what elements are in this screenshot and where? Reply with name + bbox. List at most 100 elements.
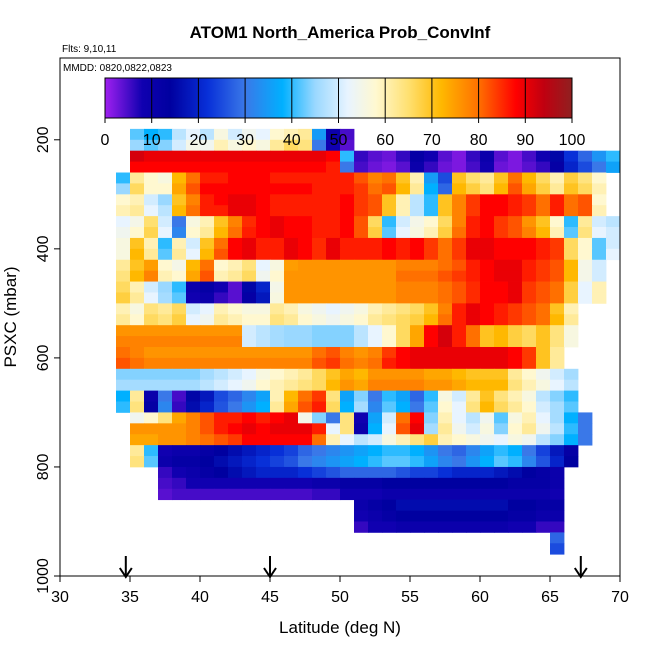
heatmap-cell [508, 477, 523, 490]
heatmap-cell [242, 423, 257, 435]
heatmap-cell [256, 292, 271, 304]
heatmap-cell [368, 248, 383, 261]
heatmap-cell [312, 172, 327, 184]
heatmap-cell [186, 379, 201, 392]
heatmap-cell [564, 401, 579, 413]
heatmap-cell [536, 325, 551, 337]
heatmap-cell [522, 456, 537, 468]
heatmap-cell [270, 292, 285, 304]
heatmap-cell [340, 205, 355, 217]
heatmap-cell [116, 368, 131, 381]
heatmap-cell [158, 150, 173, 162]
dates-annotation: MMDD: 0820,0822,0823 [63, 63, 172, 74]
heatmap-cell [214, 488, 229, 501]
heatmap-cell [424, 183, 439, 195]
heatmap-cell [200, 183, 215, 195]
heatmap-cell [158, 379, 173, 392]
heatmap-cell [550, 357, 565, 370]
heatmap-cell [480, 368, 495, 381]
heatmap-cell [186, 412, 201, 424]
heatmap-cell [368, 259, 383, 272]
heatmap-cell [228, 379, 243, 392]
heatmap-cell [144, 281, 159, 293]
heatmap-cell [564, 292, 579, 304]
heatmap-cell [242, 237, 257, 250]
heatmap-cell [452, 445, 467, 457]
heatmap-cell [536, 205, 551, 217]
heatmap-cell [550, 292, 565, 304]
heatmap-cell [578, 183, 593, 195]
heatmap-cell [326, 423, 341, 435]
heatmap-cell [340, 477, 355, 490]
heatmap-cell [312, 390, 327, 402]
heatmap-cell [564, 161, 579, 173]
heatmap-cell [522, 336, 537, 348]
heatmap-cell [564, 379, 579, 392]
heatmap-cell [368, 194, 383, 206]
heatmap-cell [158, 368, 173, 381]
heatmap-cell [396, 466, 411, 479]
heatmap-cell [508, 325, 523, 337]
heatmap-cell [410, 510, 425, 522]
heatmap-cell [326, 237, 341, 250]
heatmap-cell [326, 445, 341, 457]
heatmap-cell [340, 172, 355, 184]
heatmap-cell [312, 227, 327, 239]
heatmap-cell [172, 292, 187, 304]
heatmap-cell [522, 499, 537, 511]
heatmap-cell [452, 259, 467, 272]
heatmap-cell [578, 216, 593, 228]
heatmap-cell [228, 139, 243, 152]
heatmap-cell [452, 456, 467, 468]
x-tick-label: 35 [121, 589, 139, 606]
heatmap-cell [130, 346, 145, 359]
heatmap-cell [270, 336, 285, 348]
heatmap-cell [396, 183, 411, 195]
heatmap-cell [200, 357, 215, 370]
heatmap-cell [382, 150, 397, 162]
heatmap-cell [424, 499, 439, 511]
heatmap-cell [200, 477, 215, 490]
heatmap-cell [256, 172, 271, 184]
heatmap-cell [494, 368, 509, 381]
heatmap-cell [522, 227, 537, 239]
heatmap-cell [424, 401, 439, 413]
heatmap-cell [340, 139, 355, 152]
heatmap-cell [452, 401, 467, 413]
heatmap-cell [214, 248, 229, 261]
heatmap-cell [172, 401, 187, 413]
heatmap-cell [564, 227, 579, 239]
heatmap-cell [228, 477, 243, 490]
heatmap-cell [158, 423, 173, 435]
heatmap-cell [256, 357, 271, 370]
heatmap-cell [536, 259, 551, 272]
heatmap-cell [452, 488, 467, 501]
heatmap-cell [452, 194, 467, 206]
heatmap-cell [312, 357, 327, 370]
heatmap-cell [242, 336, 257, 348]
heatmap-cell [354, 499, 369, 511]
heatmap-cell [298, 466, 313, 479]
heatmap-cell [438, 346, 453, 359]
heatmap-cell [466, 259, 481, 272]
heatmap-cell [116, 259, 131, 272]
heatmap-cell [298, 445, 313, 457]
heatmap-cell [242, 172, 257, 184]
heatmap-cell [158, 128, 173, 141]
heatmap-cell [494, 237, 509, 250]
heatmap-cell [424, 281, 439, 293]
heatmap-cell [256, 150, 271, 162]
heatmap-cell [242, 477, 257, 490]
heatmap-cell [256, 183, 271, 195]
heatmap-cell [494, 183, 509, 195]
heatmap-cell [200, 368, 215, 381]
heatmap-cell [382, 434, 397, 446]
heatmap-cell [494, 325, 509, 337]
heatmap-cell [284, 390, 299, 402]
heatmap-cell [200, 423, 215, 435]
heatmap-cell [368, 445, 383, 457]
heatmap-cell [522, 357, 537, 370]
heatmap-cell [172, 205, 187, 217]
heatmap-cell [522, 346, 537, 359]
heatmap-cell [312, 161, 327, 173]
